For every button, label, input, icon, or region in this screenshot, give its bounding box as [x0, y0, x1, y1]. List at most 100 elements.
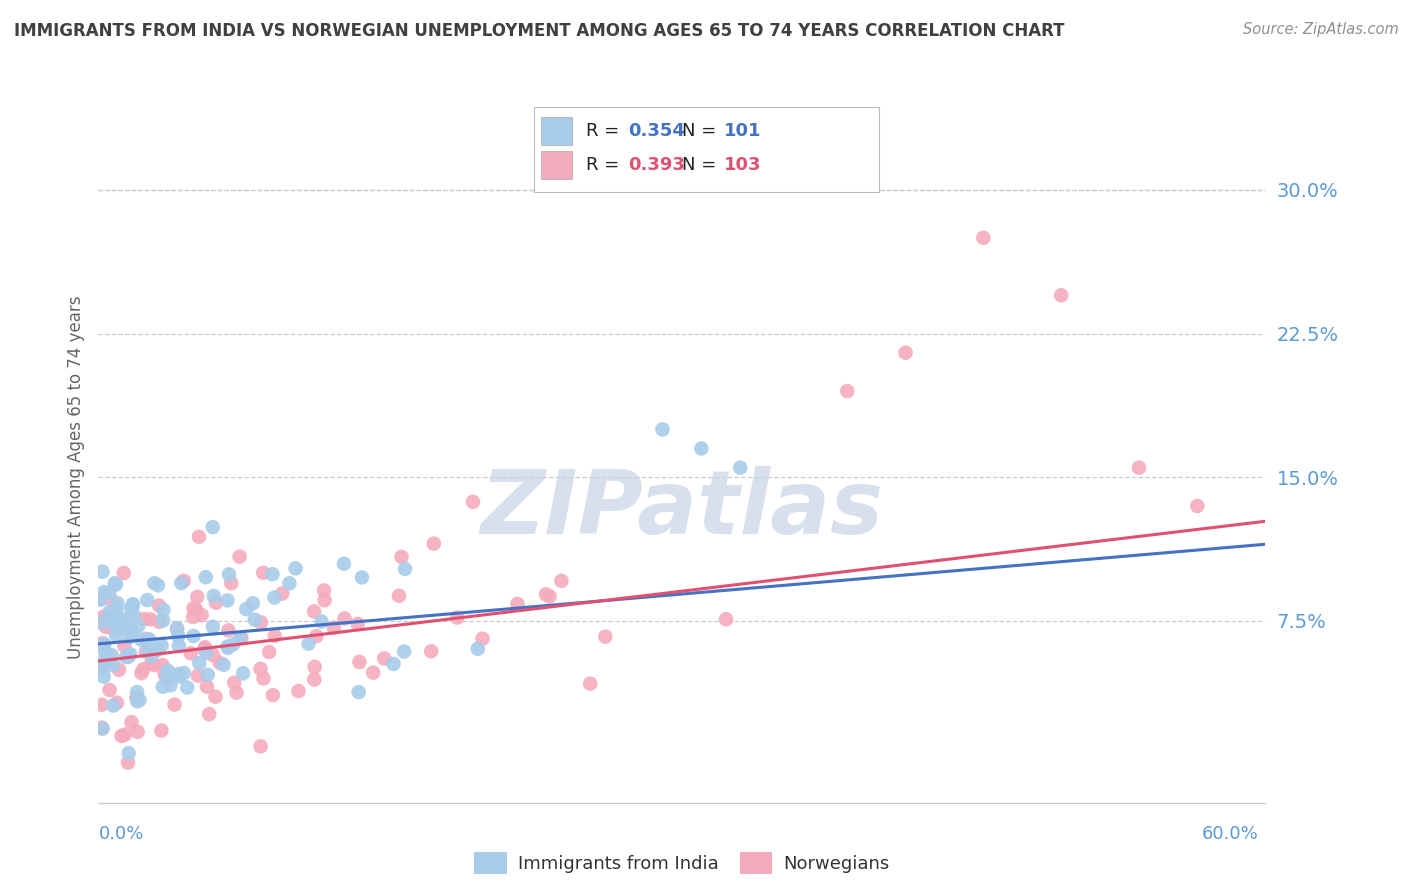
- Point: [373, 651, 395, 665]
- Point: [170, 576, 193, 591]
- Point: [690, 442, 713, 456]
- Point: [205, 596, 228, 610]
- Point: [446, 610, 468, 624]
- Point: [252, 566, 274, 580]
- Point: [104, 577, 127, 591]
- Point: [135, 632, 157, 646]
- Point: [730, 460, 752, 475]
- Point: [94, 645, 117, 659]
- Point: [311, 615, 333, 629]
- Point: [257, 645, 280, 659]
- Point: [333, 611, 356, 625]
- Point: [314, 593, 336, 607]
- Point: [135, 645, 157, 659]
- Point: [105, 603, 128, 617]
- Point: [188, 656, 211, 670]
- Point: [228, 549, 250, 564]
- Point: [121, 715, 143, 730]
- Point: [94, 652, 117, 666]
- Point: [224, 675, 246, 690]
- Point: [117, 756, 139, 770]
- Point: [91, 722, 114, 736]
- Point: [391, 549, 413, 564]
- Point: [176, 681, 198, 695]
- Point: [304, 673, 326, 687]
- Point: [163, 698, 186, 712]
- Point: [534, 587, 557, 601]
- Point: [105, 628, 128, 642]
- Point: [231, 631, 253, 645]
- Point: [127, 694, 149, 708]
- Point: [217, 640, 239, 654]
- Point: [217, 624, 239, 638]
- Point: [467, 641, 489, 656]
- Point: [155, 672, 177, 686]
- Point: [197, 667, 219, 681]
- Point: [114, 728, 136, 742]
- Point: [262, 567, 284, 582]
- Point: [1050, 288, 1073, 302]
- Point: [121, 597, 143, 611]
- Point: [471, 632, 494, 646]
- Point: [287, 684, 309, 698]
- Point: [120, 624, 142, 639]
- Point: [156, 664, 179, 678]
- Point: [125, 690, 148, 705]
- Point: [152, 603, 174, 617]
- Point: [194, 640, 217, 655]
- Point: [89, 615, 111, 630]
- Point: [347, 685, 370, 699]
- Point: [166, 621, 188, 635]
- Point: [117, 612, 139, 626]
- Point: [212, 657, 235, 672]
- Point: [152, 658, 174, 673]
- Point: [392, 644, 415, 658]
- Point: [1128, 460, 1150, 475]
- Text: Source: ZipAtlas.com: Source: ZipAtlas.com: [1243, 22, 1399, 37]
- Point: [193, 642, 215, 657]
- Text: N =: N =: [682, 122, 721, 140]
- Point: [115, 649, 138, 664]
- Point: [96, 654, 118, 668]
- Point: [550, 574, 572, 588]
- Point: [103, 658, 125, 673]
- Point: [204, 690, 226, 704]
- Point: [242, 596, 264, 610]
- Point: [173, 666, 195, 681]
- Point: [104, 576, 127, 591]
- Point: [152, 680, 174, 694]
- Point: [180, 646, 202, 660]
- Point: [188, 530, 211, 544]
- Point: [194, 570, 217, 584]
- Point: [118, 746, 141, 760]
- Point: [394, 562, 416, 576]
- Point: [167, 629, 190, 643]
- Point: [117, 649, 139, 664]
- Point: [423, 536, 446, 550]
- Point: [361, 665, 384, 680]
- Legend: Immigrants from India, Norwegians: Immigrants from India, Norwegians: [467, 846, 897, 881]
- Text: 0.0%: 0.0%: [98, 825, 143, 843]
- Text: 60.0%: 60.0%: [1202, 825, 1258, 843]
- Point: [420, 644, 443, 658]
- Point: [218, 567, 240, 582]
- Point: [91, 565, 114, 579]
- Point: [538, 590, 561, 604]
- Point: [263, 591, 285, 605]
- Point: [232, 666, 254, 681]
- Point: [169, 670, 191, 684]
- Point: [284, 561, 307, 575]
- Point: [125, 685, 148, 699]
- Point: [153, 666, 176, 681]
- Point: [122, 607, 145, 622]
- Point: [90, 698, 112, 712]
- Point: [136, 643, 159, 657]
- Point: [105, 696, 128, 710]
- Point: [138, 632, 160, 647]
- Text: 0.393: 0.393: [628, 156, 685, 174]
- Text: R =: R =: [586, 156, 626, 174]
- Point: [152, 614, 174, 628]
- Point: [93, 660, 115, 674]
- Point: [202, 589, 225, 603]
- Point: [159, 671, 181, 685]
